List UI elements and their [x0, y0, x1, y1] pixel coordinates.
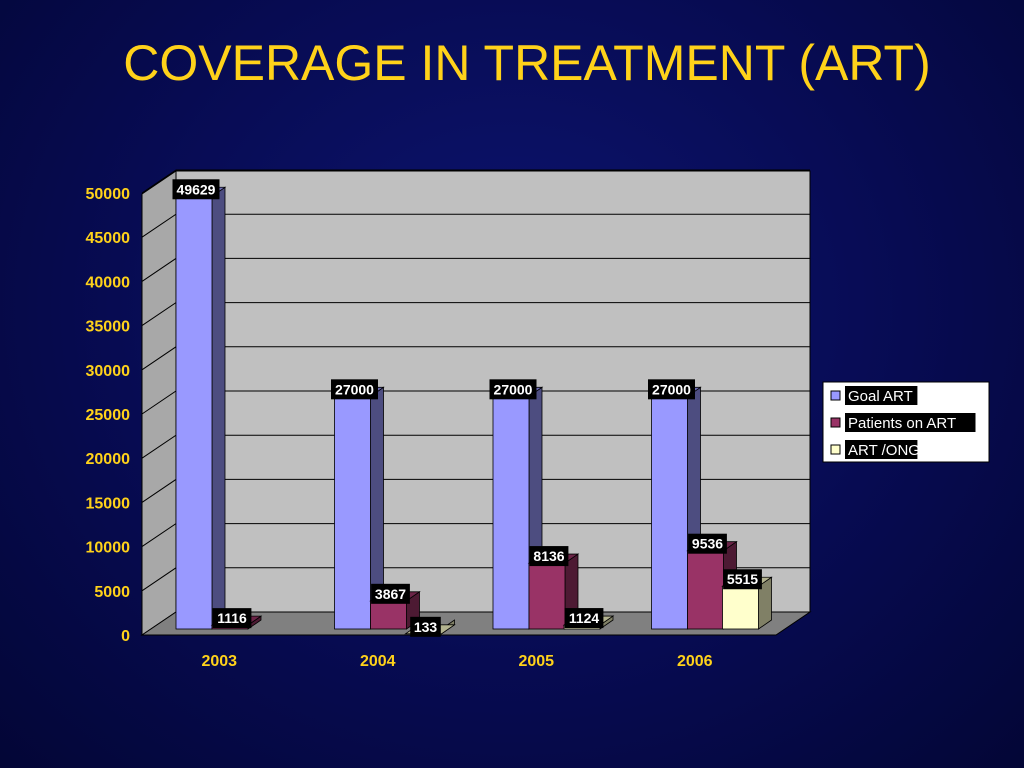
legend-swatch: [830, 390, 841, 401]
svg-text:1116: 1116: [217, 610, 247, 626]
legend-item: ART /ONG: [830, 440, 920, 459]
legend-label: Patients on ART: [848, 415, 956, 432]
legend-item: Patients on ART: [830, 413, 976, 432]
svg-text:27000: 27000: [335, 381, 374, 397]
y-tick-label: 0: [121, 628, 130, 645]
x-tick-label: 2005: [518, 653, 554, 670]
data-label: 9536: [688, 533, 727, 554]
data-label: 5515: [723, 569, 762, 590]
y-tick-label: 40000: [86, 274, 131, 291]
svg-text:5515: 5515: [727, 571, 758, 587]
legend-swatch: [830, 444, 841, 455]
svg-text:27000: 27000: [494, 381, 533, 397]
data-label: 1116: [212, 608, 252, 629]
legend: Goal ART Patients on ART ART /ONG: [822, 381, 990, 463]
y-tick-label: 45000: [86, 230, 131, 247]
y-tick-label: 30000: [86, 363, 131, 380]
bar-goal-art: [174, 186, 227, 630]
svg-text:8136: 8136: [533, 548, 564, 564]
data-label: 49629: [172, 179, 220, 200]
data-label: 1124: [564, 608, 604, 629]
y-tick-label: 20000: [86, 451, 131, 468]
y-tick-label: 25000: [86, 407, 131, 424]
y-axis-ticks: 0 5000 10000 15000 20000 25000 30000 35000 40000…: [86, 186, 131, 645]
y-tick-label: 15000: [86, 495, 131, 512]
svg-text:49629: 49629: [177, 181, 216, 197]
chart-bars: 49629 1116 27000 3867 133 27000 8136 1124 27000 9…: [172, 179, 773, 637]
x-axis-labels: 2003 2004 2005 2006: [201, 653, 712, 670]
svg-text:3867: 3867: [375, 586, 406, 602]
floor: [140, 611, 812, 636]
x-tick-label: 2003: [201, 653, 237, 670]
data-label: 3867: [371, 583, 410, 604]
data-label: 8136: [529, 546, 569, 567]
y-tick-label: 50000: [86, 186, 131, 203]
svg-text:27000: 27000: [652, 381, 691, 397]
legend-swatch: [830, 417, 841, 428]
gridline: [141, 169, 810, 194]
data-label: 27000: [489, 379, 537, 400]
data-label: 133: [410, 616, 441, 637]
x-tick-label: 2006: [677, 653, 713, 670]
data-label: 27000: [648, 379, 695, 400]
svg-text:1124: 1124: [569, 610, 600, 626]
legend-item: Goal ART: [830, 386, 918, 405]
data-label: 27000: [331, 379, 378, 400]
svg-text:9536: 9536: [692, 536, 723, 552]
legend-label: Goal ART: [848, 388, 913, 405]
y-tick-label: 35000: [86, 319, 131, 336]
svg-text:133: 133: [414, 619, 438, 635]
y-tick-label: 5000: [94, 584, 130, 601]
legend-label: ART /ONG: [848, 442, 920, 459]
y-tick-label: 10000: [86, 540, 131, 557]
slide-title: COVERAGE IN TREATMENT (ART): [123, 35, 931, 91]
x-tick-label: 2004: [360, 653, 396, 670]
